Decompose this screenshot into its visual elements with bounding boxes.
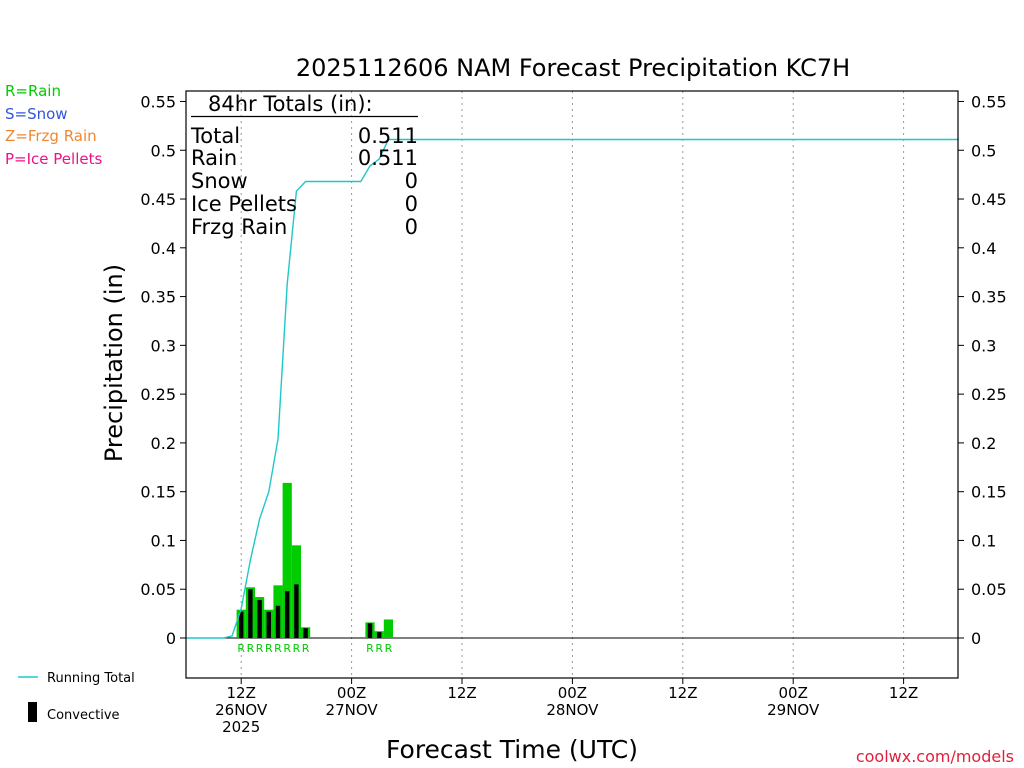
rain-bar-5 (282, 482, 292, 638)
precip-type-code-6: R (293, 642, 301, 655)
totals-label-frzg-rain: Frzg Rain (191, 215, 287, 239)
precip-type-legend: R=Rain S=Snow Z=Frzg Rain P=Ice Pellets (5, 82, 102, 168)
x-tick-label-5-0: 00Z (779, 684, 808, 702)
convective-bars (238, 584, 382, 638)
convective-bar-4 (275, 605, 281, 638)
y-tick-label-left-6: 0.3 (151, 336, 176, 355)
totals-value-rain: 0.511 (358, 146, 418, 170)
precip-type-code-8: R (366, 642, 374, 655)
running-total-legend-label: Running Total (47, 671, 135, 686)
legend-snow: S=Snow (5, 105, 68, 123)
y-tick-label-left-7: 0.35 (140, 288, 176, 307)
y-axis-left: 0 0.05 0.1 0.15 0.2 0.25 0.3 0.35 0.4 0.45 0.5 0.55 (140, 92, 186, 648)
precip-type-code-4: R (274, 642, 282, 655)
totals-header: 84hr Totals (in): (208, 92, 373, 116)
totals-value-frzg-rain: 0 (405, 215, 418, 239)
y-tick-label-left-0: 0 (166, 629, 176, 648)
totals-label-total: Total (190, 124, 240, 148)
x-tick-label-1-0: 00Z (337, 684, 366, 702)
y-tick-label-right-11: 0.55 (971, 92, 1007, 111)
x-tick-label-0-0: 12Z (227, 684, 256, 702)
x-tick-label-3-0: 00Z (558, 684, 587, 702)
y-tick-label-left-4: 0.2 (151, 434, 176, 453)
convective-bar-3 (266, 611, 272, 638)
y-tick-label-left-9: 0.45 (140, 190, 176, 209)
precip-type-code-5: R (283, 642, 291, 655)
x-tick-label-6-0: 12Z (889, 684, 918, 702)
y-tick-label-right-10: 0.5 (971, 141, 996, 160)
precip-type-code-0: R (237, 642, 245, 655)
grid-lines (240, 91, 905, 678)
y-tick-label-right-8: 0.4 (971, 239, 996, 258)
precip-type-code-3: R (265, 642, 273, 655)
x-axis-title: Forecast Time (UTC) (386, 735, 638, 764)
y-tick-label-right-1: 0.05 (971, 580, 1007, 599)
x-tick-label-3-1: 28NOV (546, 701, 599, 719)
totals-label-snow: Snow (191, 169, 248, 193)
totals-label-ice-pellets: Ice Pellets (191, 192, 297, 216)
y-tick-label-right-6: 0.3 (971, 336, 996, 355)
convective-bar-2 (257, 599, 262, 638)
y-axis-right: 0 0.05 0.1 0.15 0.2 0.25 0.3 0.35 0.4 0.45 0.5 0.55 (958, 92, 1007, 648)
x-tick-label-0-1: 26NOV (215, 701, 268, 719)
x-tick-label-2-0: 12Z (447, 684, 476, 702)
precip-type-code-1: R (247, 642, 255, 655)
totals-label-rain: Rain (191, 146, 237, 170)
y-tick-label-left-2: 0.1 (151, 531, 176, 550)
precip-type-code-2: R (256, 642, 264, 655)
convective-bar-0 (238, 611, 244, 638)
legend-ice-pellets: P=Ice Pellets (5, 150, 102, 168)
y-tick-label-right-9: 0.45 (971, 190, 1007, 209)
credit-text: coolwx.com/models (856, 747, 1014, 766)
y-tick-label-left-8: 0.4 (151, 239, 176, 258)
x-tick-label-0-2: 2025 (222, 718, 260, 736)
convective-legend-label: Convective (47, 708, 120, 723)
convective-bar-5 (284, 591, 290, 638)
precip-type-code-10: R (385, 642, 393, 655)
precip-type-code-9: R (375, 642, 383, 655)
y-tick-label-right-5: 0.25 (971, 385, 1007, 404)
y-axis-title: Precipitation (in) (100, 264, 128, 462)
convective-legend-swatch (28, 702, 37, 722)
y-tick-label-left-10: 0.5 (151, 141, 176, 160)
legend-frzg-rain: Z=Frzg Rain (5, 127, 97, 145)
precip-type-code-7: R (302, 642, 310, 655)
totals-value-ice-pellets: 0 (405, 192, 418, 216)
x-tick-label-4-0: 12Z (668, 684, 697, 702)
totals-value-snow: 0 (405, 169, 418, 193)
convective-bar-6 (294, 584, 299, 638)
running-total-line (186, 138, 959, 639)
y-tick-label-left-3: 0.15 (140, 483, 176, 502)
rain-bar-10 (383, 619, 393, 638)
y-tick-label-left-1: 0.05 (140, 580, 176, 599)
totals-value-total: 0.511 (358, 124, 418, 148)
y-tick-label-left-5: 0.25 (140, 385, 176, 404)
legend-rain: R=Rain (5, 82, 61, 100)
y-tick-label-right-0: 0 (971, 629, 981, 648)
convective-bar-9 (376, 632, 382, 638)
x-tick-label-1-1: 27NOV (326, 701, 379, 719)
x-tick-label-5-1: 29NOV (767, 701, 820, 719)
y-tick-label-right-7: 0.35 (971, 288, 1007, 307)
y-tick-label-right-4: 0.2 (971, 434, 996, 453)
convective-bar-8 (367, 623, 373, 638)
bottom-legend: Running Total Convective (18, 671, 135, 723)
chart-title: 2025112606 NAM Forecast Precipitation KC… (296, 54, 850, 82)
totals-box: 84hr Totals (in): Total 0.511 Rain 0.511… (190, 92, 418, 239)
convective-bar-7 (303, 628, 308, 638)
convective-bar-1 (248, 589, 253, 638)
y-tick-label-right-2: 0.1 (971, 531, 996, 550)
y-tick-label-right-3: 0.15 (971, 483, 1007, 502)
y-tick-label-left-11: 0.55 (140, 92, 176, 111)
